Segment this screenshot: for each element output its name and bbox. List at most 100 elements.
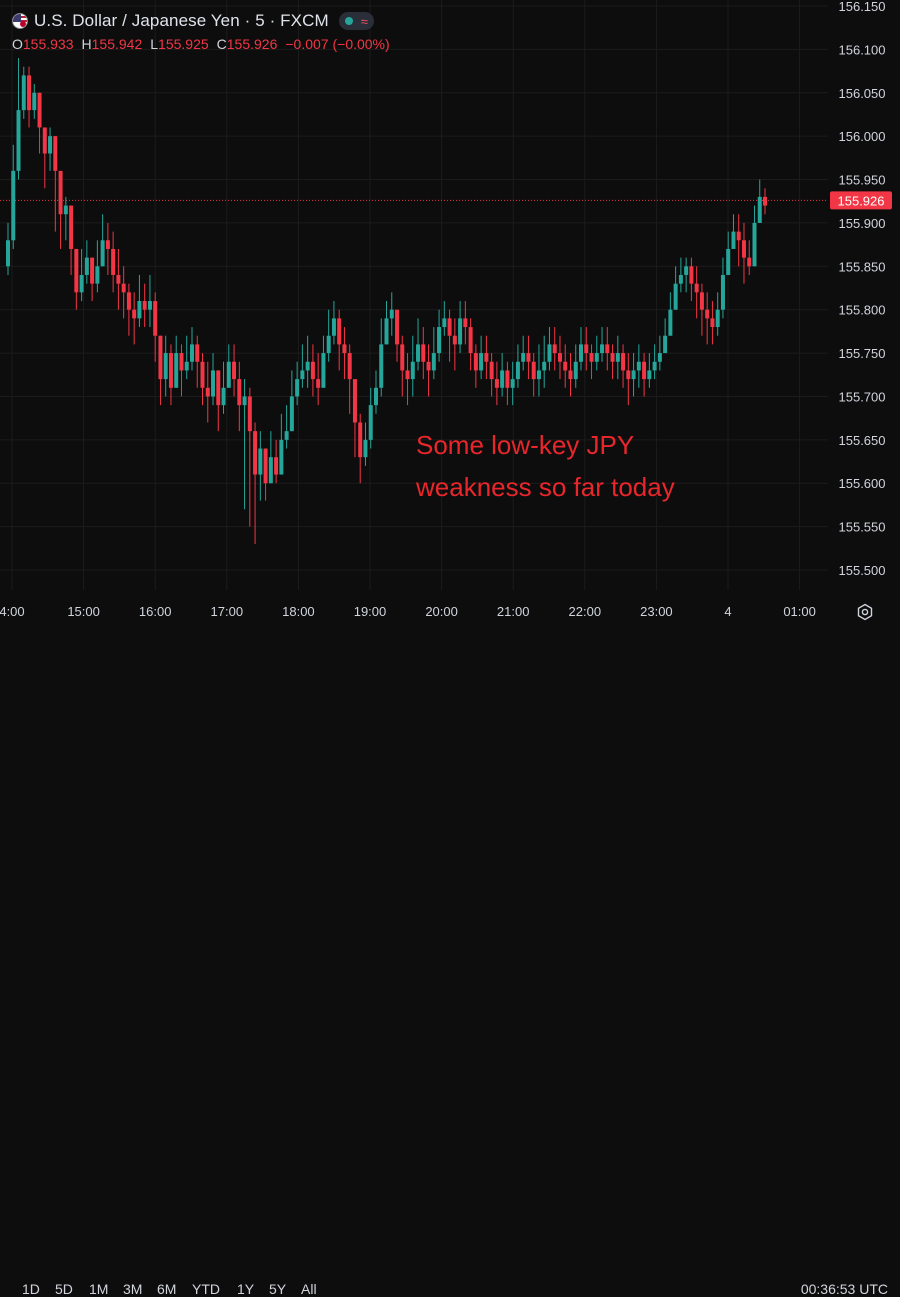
candle (163, 335, 168, 397)
candle (63, 196, 68, 241)
y-tick-label: 155.800 (839, 303, 886, 318)
candle (663, 318, 668, 354)
candle (121, 266, 126, 319)
symbol-title[interactable]: U.S. Dollar / Japanese Yen · 5 · FXCM (34, 11, 329, 30)
candle (678, 257, 683, 293)
chart-canvas[interactable]: 156.150 156.100 156.050 156.000 155.950 155.9… (0, 0, 900, 665)
candle (90, 257, 95, 302)
candle (216, 370, 221, 432)
x-tick-label: 19:00 (354, 604, 387, 619)
candle (431, 327, 436, 380)
candle-body (447, 318, 452, 336)
period-button-5y[interactable]: 5Y (269, 1281, 287, 1297)
candle (731, 214, 736, 249)
candle (6, 222, 10, 275)
candle (652, 344, 657, 380)
candle-body (684, 266, 689, 275)
chart-settings-icon[interactable] (856, 603, 874, 621)
candle-body (174, 353, 179, 388)
candle (27, 66, 32, 128)
candle (363, 422, 368, 466)
candle-body (421, 344, 426, 362)
period-button-3m[interactable]: 3M (123, 1281, 143, 1297)
candle-body (16, 110, 21, 171)
candle-body (699, 292, 704, 310)
period-button-5d[interactable]: 5D (55, 1281, 73, 1297)
y-tick-label: 156.100 (839, 42, 886, 57)
candle (442, 301, 447, 336)
candle (253, 422, 258, 544)
candle (368, 387, 373, 449)
candle (405, 353, 410, 406)
candle-body (405, 370, 410, 380)
candle-body (431, 353, 436, 371)
chart-legend: U.S. Dollar / Japanese Yen · 5 · FXCM ≈ … (12, 10, 390, 52)
candle-body (200, 361, 205, 388)
candle-body (32, 92, 37, 111)
candle (673, 266, 678, 310)
period-button-6m[interactable]: 6M (157, 1281, 177, 1297)
candle-body (479, 353, 484, 371)
price-chart[interactable]: 156.150 156.100 156.050 156.000 155.950 155.9… (0, 0, 900, 665)
period-button-1y[interactable]: 1Y (237, 1281, 255, 1297)
candle (458, 301, 463, 354)
candle (221, 361, 226, 414)
candle (684, 257, 689, 293)
candle (668, 292, 673, 336)
candle-body (400, 344, 405, 371)
last-price-value: 155.926 (838, 193, 885, 208)
x-tick-label: 22:00 (569, 604, 602, 619)
candle-body (594, 353, 599, 362)
candle (42, 127, 47, 189)
candle-body (373, 387, 378, 406)
x-tick-label: 20:00 (425, 604, 458, 619)
candle (621, 344, 626, 388)
candle (79, 248, 84, 302)
change-value: −0.007 (−0.00%) (285, 36, 390, 52)
candle (605, 327, 610, 371)
candle (74, 248, 79, 310)
candle-body (37, 92, 42, 128)
candle-body (216, 370, 221, 406)
candle (531, 353, 536, 397)
candle-body (189, 344, 194, 362)
candle (631, 353, 636, 397)
candle-body (100, 240, 105, 267)
y-tick-label: 155.900 (839, 216, 886, 231)
candle-body (458, 318, 463, 345)
grid (0, 0, 828, 590)
candle (642, 353, 647, 397)
candle-body (636, 361, 641, 371)
candle-body (331, 318, 336, 336)
candle-body (63, 205, 68, 215)
candle (331, 301, 336, 345)
candle-body (452, 335, 457, 345)
candle (437, 309, 442, 362)
candle-body (437, 327, 442, 354)
period-button-1m[interactable]: 1M (89, 1281, 109, 1297)
candle (736, 214, 741, 267)
period-button-all[interactable]: All (301, 1281, 317, 1297)
candle-body (153, 301, 158, 336)
period-button-1d[interactable]: 1D (22, 1281, 40, 1297)
market-status-pill[interactable]: ≈ (338, 12, 374, 30)
y-tick-label: 155.700 (839, 389, 886, 404)
candle-body (11, 170, 16, 241)
utc-clock[interactable]: 00:36:53 UTC (800, 1281, 888, 1297)
candle (300, 344, 305, 388)
candle-body (342, 344, 347, 354)
candle-body (615, 353, 620, 362)
y-tick-label: 156.000 (839, 129, 886, 144)
candle-body (395, 309, 400, 345)
candle (710, 301, 715, 345)
candle (526, 335, 531, 380)
candle (337, 309, 342, 371)
high-value: 155.942 (91, 36, 143, 52)
candle-body (79, 274, 84, 293)
y-tick-label: 155.600 (839, 476, 886, 491)
y-tick-label: 155.650 (839, 433, 886, 448)
candle-body (579, 344, 584, 362)
candle-body (647, 370, 652, 380)
period-button-ytd[interactable]: YTD (192, 1281, 220, 1297)
candle (715, 292, 720, 336)
